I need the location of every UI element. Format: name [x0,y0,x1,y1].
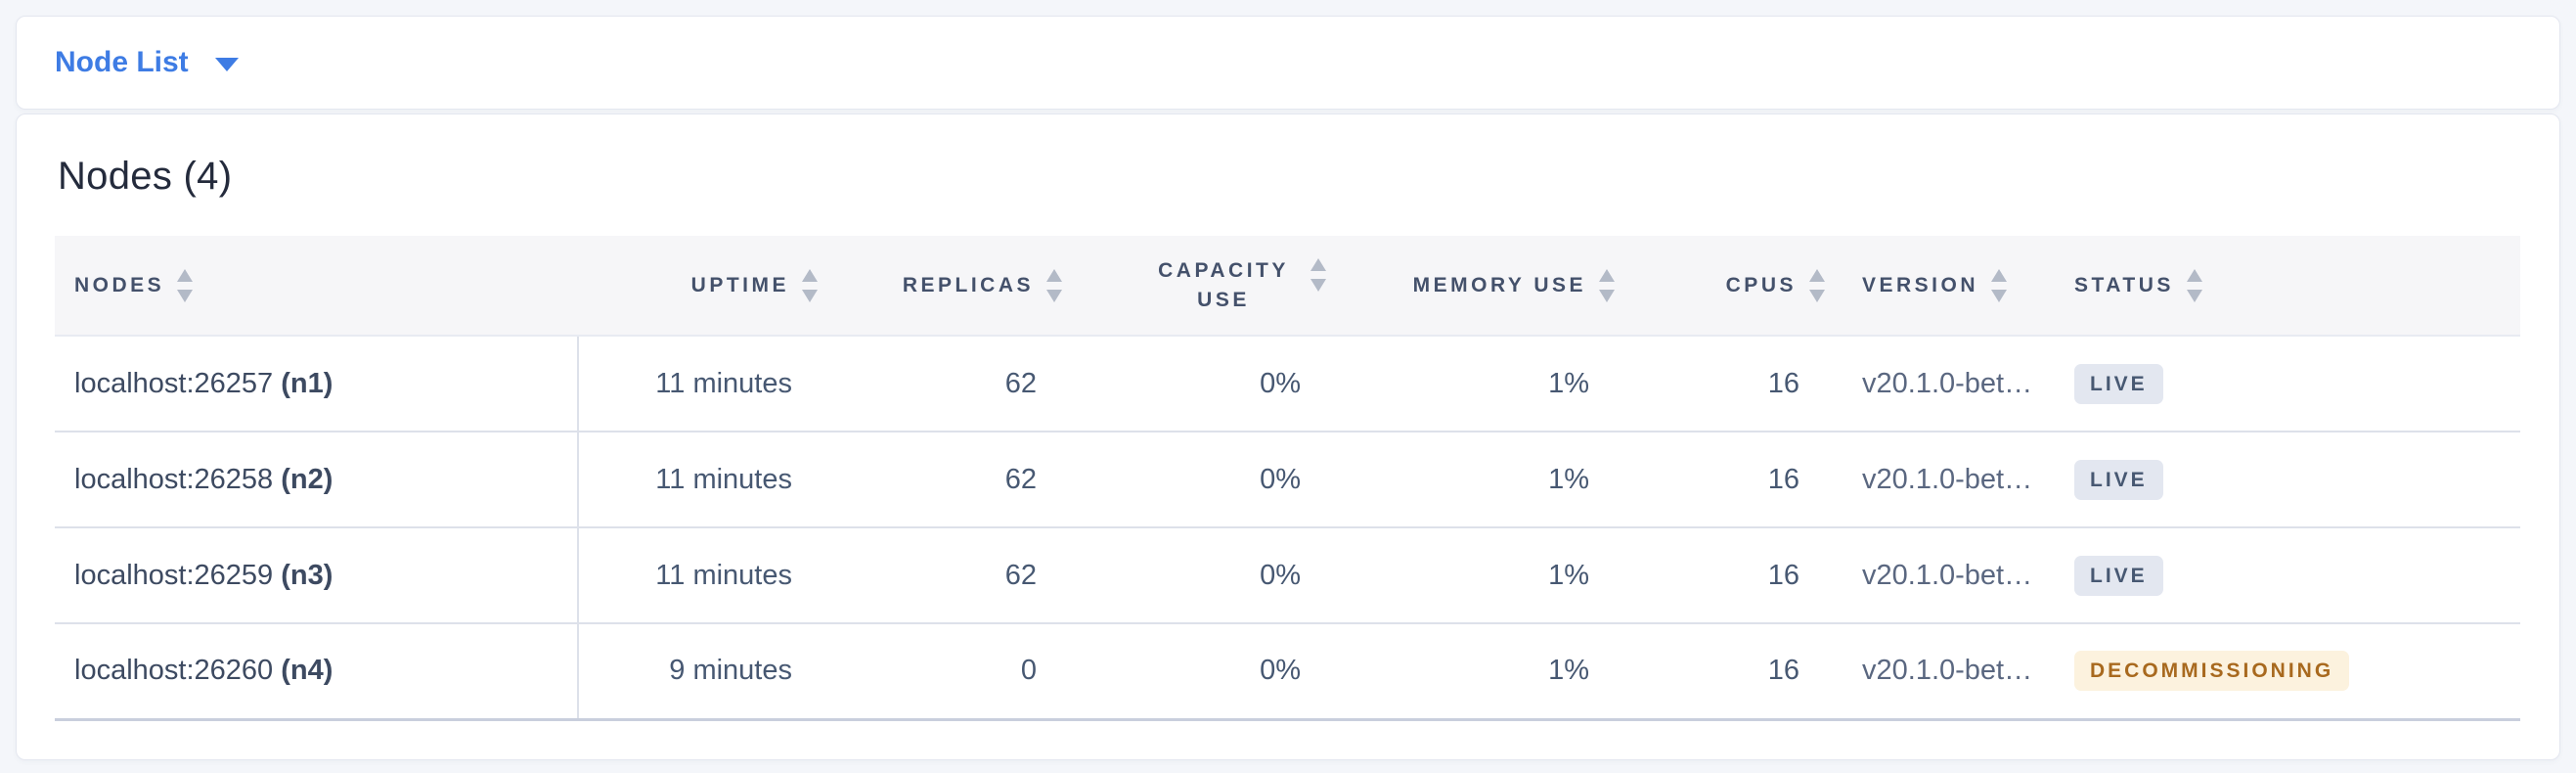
capacity-use-cell: 0% [1072,527,1336,624]
chevron-down-icon [214,57,239,71]
column-header-uptime[interactable]: UPTIME [578,236,827,337]
node-list-dropdown[interactable]: Node List [55,46,239,79]
cpus-cell: 16 [1624,432,1835,528]
version-cell: v20.1.0-bet… [1835,527,2065,624]
version-cell: v20.1.0-bet… [1835,432,2065,528]
node-id: (n2) [281,463,333,495]
column-header-cpus[interactable]: CPUS [1624,236,1835,337]
column-header-capacity-use[interactable]: CAPACITY USE [1072,236,1336,337]
version-cell: v20.1.0-bet… [1835,623,2065,721]
status-cell: LIVE [2065,432,2520,528]
status-cell: LIVE [2065,527,2520,624]
column-header-replicas[interactable]: REPLICAS [827,236,1072,337]
column-header-version[interactable]: VERSION [1835,236,2065,337]
node-list-dropdown-label: Node List [55,46,189,78]
column-header-status[interactable]: STATUS [2065,236,2520,337]
table-row[interactable]: localhost:26258 (n2) 11 minutes 62 0% 1%… [55,432,2520,528]
column-label: REPLICAS [902,273,1034,296]
status-badge: LIVE [2074,459,2163,500]
node-name-cell: localhost:26257 (n1) [55,336,579,432]
sort-icon [1046,268,1062,302]
nodes-card: Nodes (4) NODES UPTIME [16,114,2560,760]
status-badge: DECOMMISSIONING [2074,651,2350,692]
view-selector-card: Node List [16,16,2560,110]
node-name-cell: localhost:26259 (n3) [55,527,579,624]
page-title: Nodes (4) [58,155,233,198]
uptime-cell: 11 minutes [578,432,827,528]
sort-icon [1809,268,1825,302]
uptime-cell: 11 minutes [578,336,827,432]
sort-icon [2186,268,2202,302]
capacity-use-cell: 0% [1072,432,1336,528]
table-header-row: NODES UPTIME REPLICAS [55,236,2520,337]
node-name-cell: localhost:26260 (n4) [55,623,579,721]
capacity-use-cell: 0% [1072,623,1336,721]
replicas-cell: 62 [827,336,1072,432]
replicas-cell: 0 [827,623,1072,721]
column-label: STATUS [2074,273,2174,296]
status-badge: LIVE [2074,363,2163,404]
nodes-table: NODES UPTIME REPLICAS [55,236,2520,721]
version-cell: v20.1.0-bet… [1835,336,2065,432]
column-label: NODES [74,273,165,296]
node-name-cell: localhost:26258 (n2) [55,432,579,528]
cpus-cell: 16 [1624,527,1835,624]
column-label: VERSION [1862,273,1979,296]
memory-use-cell: 1% [1336,527,1624,624]
cpus-cell: 16 [1624,336,1835,432]
status-cell: DECOMMISSIONING [2065,623,2520,721]
memory-use-cell: 1% [1336,336,1624,432]
table-row[interactable]: localhost:26260 (n4) 9 minutes 0 0% 1% 1… [55,623,2520,721]
column-label: CPUS [1725,273,1797,296]
node-id: (n1) [281,367,333,399]
column-label: MEMORY USE [1412,273,1586,296]
status-badge: LIVE [2074,555,2163,596]
status-cell: LIVE [2065,336,2520,432]
sort-icon [802,268,818,302]
node-id: (n4) [281,655,333,687]
column-label: CAPACITY USE [1158,258,1289,311]
sort-icon [1991,268,2008,302]
sort-icon [1599,268,1615,302]
replicas-cell: 62 [827,527,1072,624]
uptime-cell: 9 minutes [578,623,827,721]
node-address: localhost:26258 [74,463,274,495]
sort-icon [177,268,194,302]
node-address: localhost:26259 [74,559,274,591]
capacity-use-cell: 0% [1072,336,1336,432]
sort-icon [1310,258,1326,292]
column-header-nodes[interactable]: NODES [55,236,578,337]
column-label: UPTIME [690,273,789,296]
node-address: localhost:26257 [74,367,274,399]
replicas-cell: 62 [827,432,1072,528]
column-header-memory-use[interactable]: MEMORY USE [1336,236,1624,337]
uptime-cell: 11 minutes [578,527,827,624]
cpus-cell: 16 [1624,623,1835,721]
node-id: (n3) [281,559,333,591]
table-row[interactable]: localhost:26257 (n1) 11 minutes 62 0% 1%… [55,336,2520,432]
memory-use-cell: 1% [1336,432,1624,528]
table-row[interactable]: localhost:26259 (n3) 11 minutes 62 0% 1%… [55,527,2520,624]
memory-use-cell: 1% [1336,623,1624,721]
node-address: localhost:26260 [74,655,274,687]
